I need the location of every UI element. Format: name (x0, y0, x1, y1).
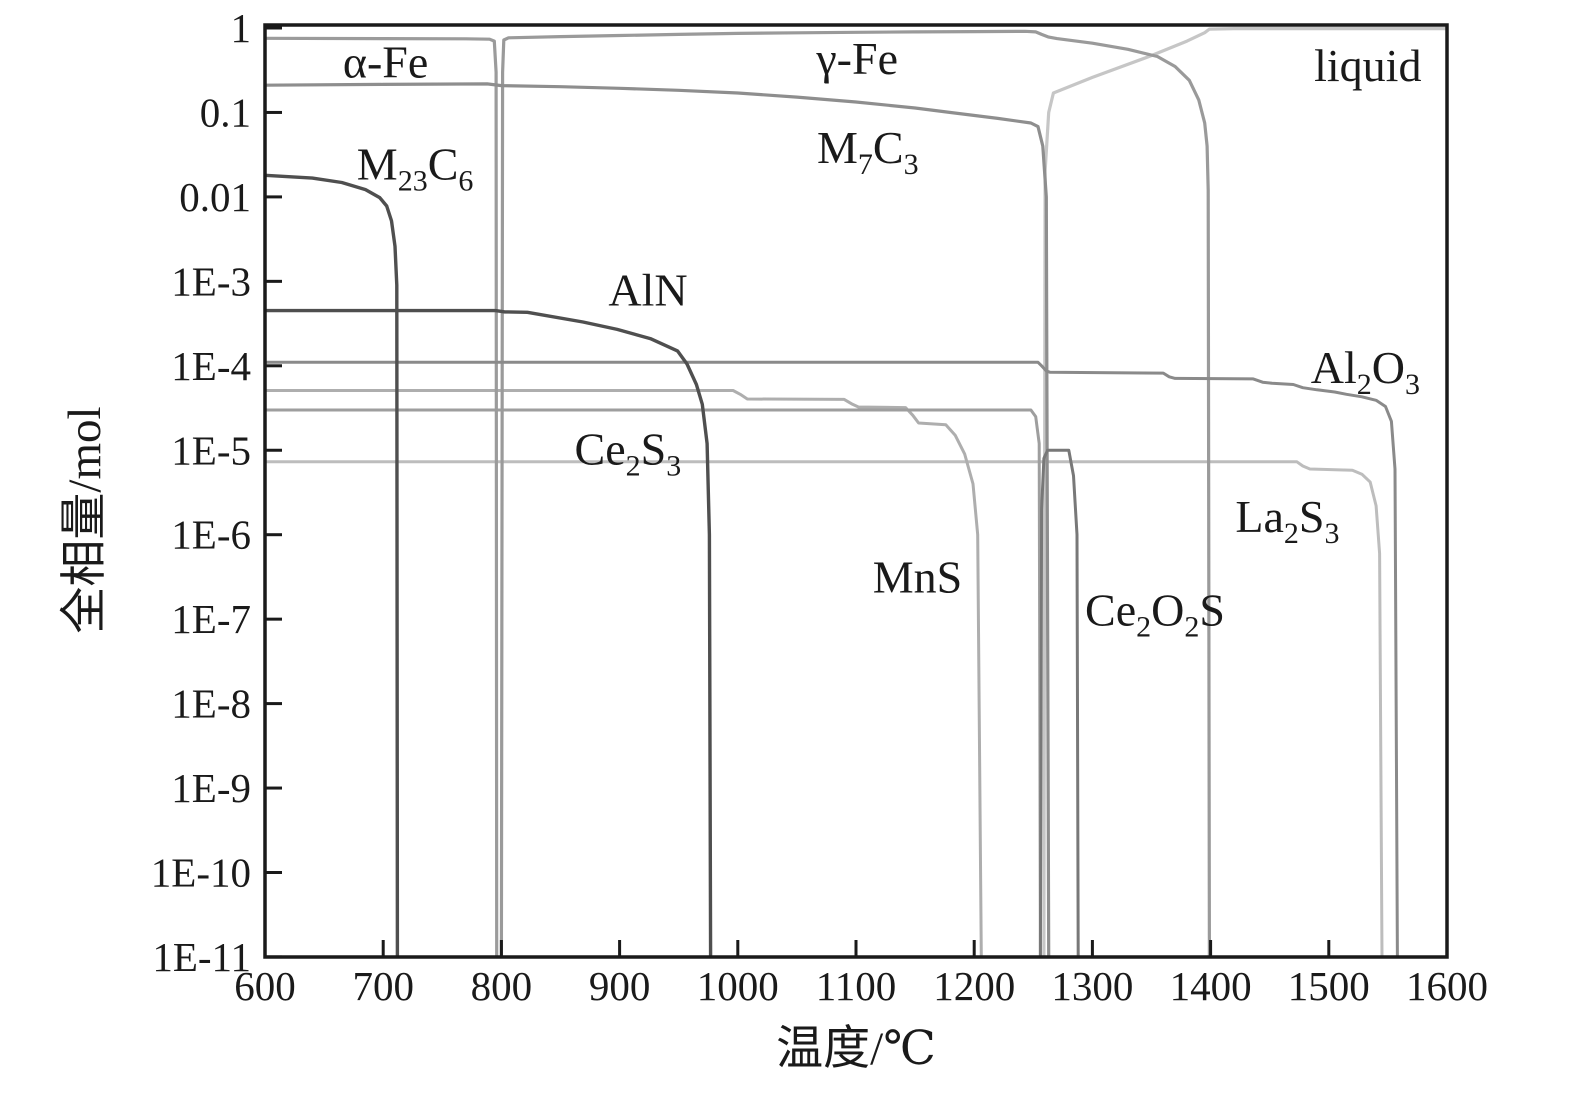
series-m23c6-line (264, 173, 400, 958)
x-tick-label: 1000 (697, 963, 779, 1009)
series-ce2o2s-line (1038, 448, 1080, 958)
label-alpha-fe: α-Fe (343, 37, 428, 88)
label-liquid: liquid (1314, 40, 1421, 91)
y-tick-label: 1E-8 (171, 681, 251, 727)
series-gamma-fe-line (499, 29, 1212, 958)
y-tick-label: 1E-9 (171, 765, 251, 811)
series-liquid-line (1042, 27, 1447, 958)
label-m7c3: M7C3 (817, 122, 919, 181)
plot-frame (263, 23, 1449, 959)
x-axis-title: 温度/℃ (776, 1023, 936, 1075)
x-tick-label: 1300 (1051, 963, 1133, 1009)
label-ce2s3: Ce2S3 (575, 424, 682, 483)
x-tick-label: 1600 (1406, 963, 1488, 1009)
series-mns-line (265, 389, 983, 958)
y-tick-label: 1E-4 (171, 343, 251, 389)
x-tick-label: 900 (589, 963, 651, 1009)
x-tick-label: 1100 (816, 963, 896, 1009)
y-tick-label: 1E-3 (171, 258, 251, 304)
x-tick-label: 600 (234, 963, 296, 1009)
y-tick-label: 1 (231, 5, 252, 51)
x-tick-label: 700 (352, 963, 414, 1009)
series-la2s3-line (265, 460, 1384, 958)
series-ce2s3-line (265, 408, 1042, 958)
series-aln-line (265, 308, 713, 958)
y-tick-label: 1E-10 (151, 850, 251, 896)
series-m7c3-line (264, 82, 1051, 958)
label-la2s3: La2S3 (1235, 491, 1339, 550)
series-alpha-fe-line (264, 36, 499, 958)
series-al2o3-line (265, 360, 1399, 958)
y-tick-label: 0.1 (200, 89, 251, 135)
y-tick-label: 1E-7 (171, 596, 251, 642)
label-m23c6: M23C6 (357, 138, 474, 197)
y-tick-label: 0.01 (179, 174, 251, 220)
label-gamma-fe: γ-Fe (815, 33, 898, 84)
y-tick-label: 1E-11 (152, 934, 251, 980)
x-tick-label: 1500 (1288, 963, 1370, 1009)
y-axis-title: 全相量/mol (59, 406, 111, 633)
x-tick-label: 1400 (1170, 963, 1252, 1009)
x-tick-label: 1200 (933, 963, 1015, 1009)
label-ce2o2s: Ce2O2S (1085, 585, 1225, 644)
label-mns: MnS (873, 552, 962, 603)
plot-layer: 600 700 800 900 1000 1100 1200 1300 1400 1500 1600… (151, 5, 1488, 1009)
label-al2o3: Al2O3 (1311, 342, 1420, 401)
y-tick-label: 1E-6 (171, 512, 251, 558)
label-aln: AlN (608, 265, 687, 316)
x-tick-label: 800 (471, 963, 533, 1009)
y-tick-label: 1E-5 (171, 427, 251, 473)
